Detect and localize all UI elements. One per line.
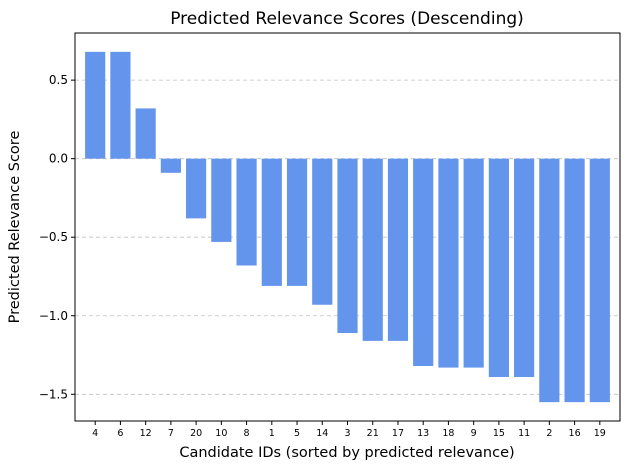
bar-19 xyxy=(589,158,610,403)
x-tick-label: 20 xyxy=(190,428,202,439)
x-tick-label: 3 xyxy=(344,428,350,439)
x-tick-label: 17 xyxy=(392,428,404,439)
bar-1 xyxy=(261,158,282,286)
bar-7 xyxy=(160,158,181,173)
bar-3 xyxy=(337,158,358,334)
y-tick-label: 0.5 xyxy=(49,73,68,87)
bar-12 xyxy=(135,108,156,159)
bar-8 xyxy=(236,158,257,266)
x-tick-label: 2 xyxy=(546,428,552,439)
x-tick-label: 14 xyxy=(316,428,328,439)
bar-2 xyxy=(539,158,560,403)
bar-11 xyxy=(514,158,535,378)
y-axis-label: Predicted Relevance Score xyxy=(7,131,23,324)
x-tick-label: 12 xyxy=(140,428,152,439)
y-axis: 0.5 0.0 −0.5 −1.0 −1.5 xyxy=(39,73,75,401)
bar-5 xyxy=(286,158,308,286)
bar-9 xyxy=(463,158,484,368)
bar-13 xyxy=(413,158,434,367)
x-tick-label: 9 xyxy=(471,428,477,439)
bar-18 xyxy=(438,158,459,368)
x-axis: 4 6 12 7 20 10 8 1 5 14 3 21 17 13 18 9 15 11 2 16 19 xyxy=(92,421,606,439)
y-tick-label: −1.5 xyxy=(39,387,68,401)
x-tick-label: 8 xyxy=(244,428,250,439)
y-tick-label: 0.0 xyxy=(49,152,68,166)
x-tick-label: 11 xyxy=(518,428,530,439)
bar-20 xyxy=(186,158,207,219)
x-tick-label: 16 xyxy=(569,428,581,439)
bars xyxy=(85,51,610,403)
bar-16 xyxy=(564,158,585,403)
x-tick-label: 10 xyxy=(215,428,227,439)
bar-4 xyxy=(85,51,106,159)
x-tick-label: 5 xyxy=(294,428,300,439)
x-tick-label: 15 xyxy=(493,428,505,439)
chart-title: Predicted Relevance Scores (Descending) xyxy=(170,9,524,29)
x-tick-label: 4 xyxy=(92,428,98,439)
x-tick-label: 18 xyxy=(442,428,454,439)
x-tick-label: 1 xyxy=(269,428,275,439)
bar-14 xyxy=(312,158,333,305)
x-axis-label: Candidate IDs (sorted by predicted relev… xyxy=(179,445,514,461)
bar-15 xyxy=(488,158,509,378)
y-tick-label: −0.5 xyxy=(39,230,68,244)
bar-10 xyxy=(211,158,232,242)
y-tick-label: −1.0 xyxy=(39,309,68,323)
bar-17 xyxy=(387,158,409,341)
x-tick-label: 19 xyxy=(594,428,606,439)
x-tick-label: 13 xyxy=(417,428,429,439)
x-tick-label: 7 xyxy=(168,428,174,439)
bar-21 xyxy=(362,158,383,341)
bar-6 xyxy=(110,51,131,159)
x-tick-label: 21 xyxy=(367,428,379,439)
x-tick-label: 6 xyxy=(117,428,123,439)
